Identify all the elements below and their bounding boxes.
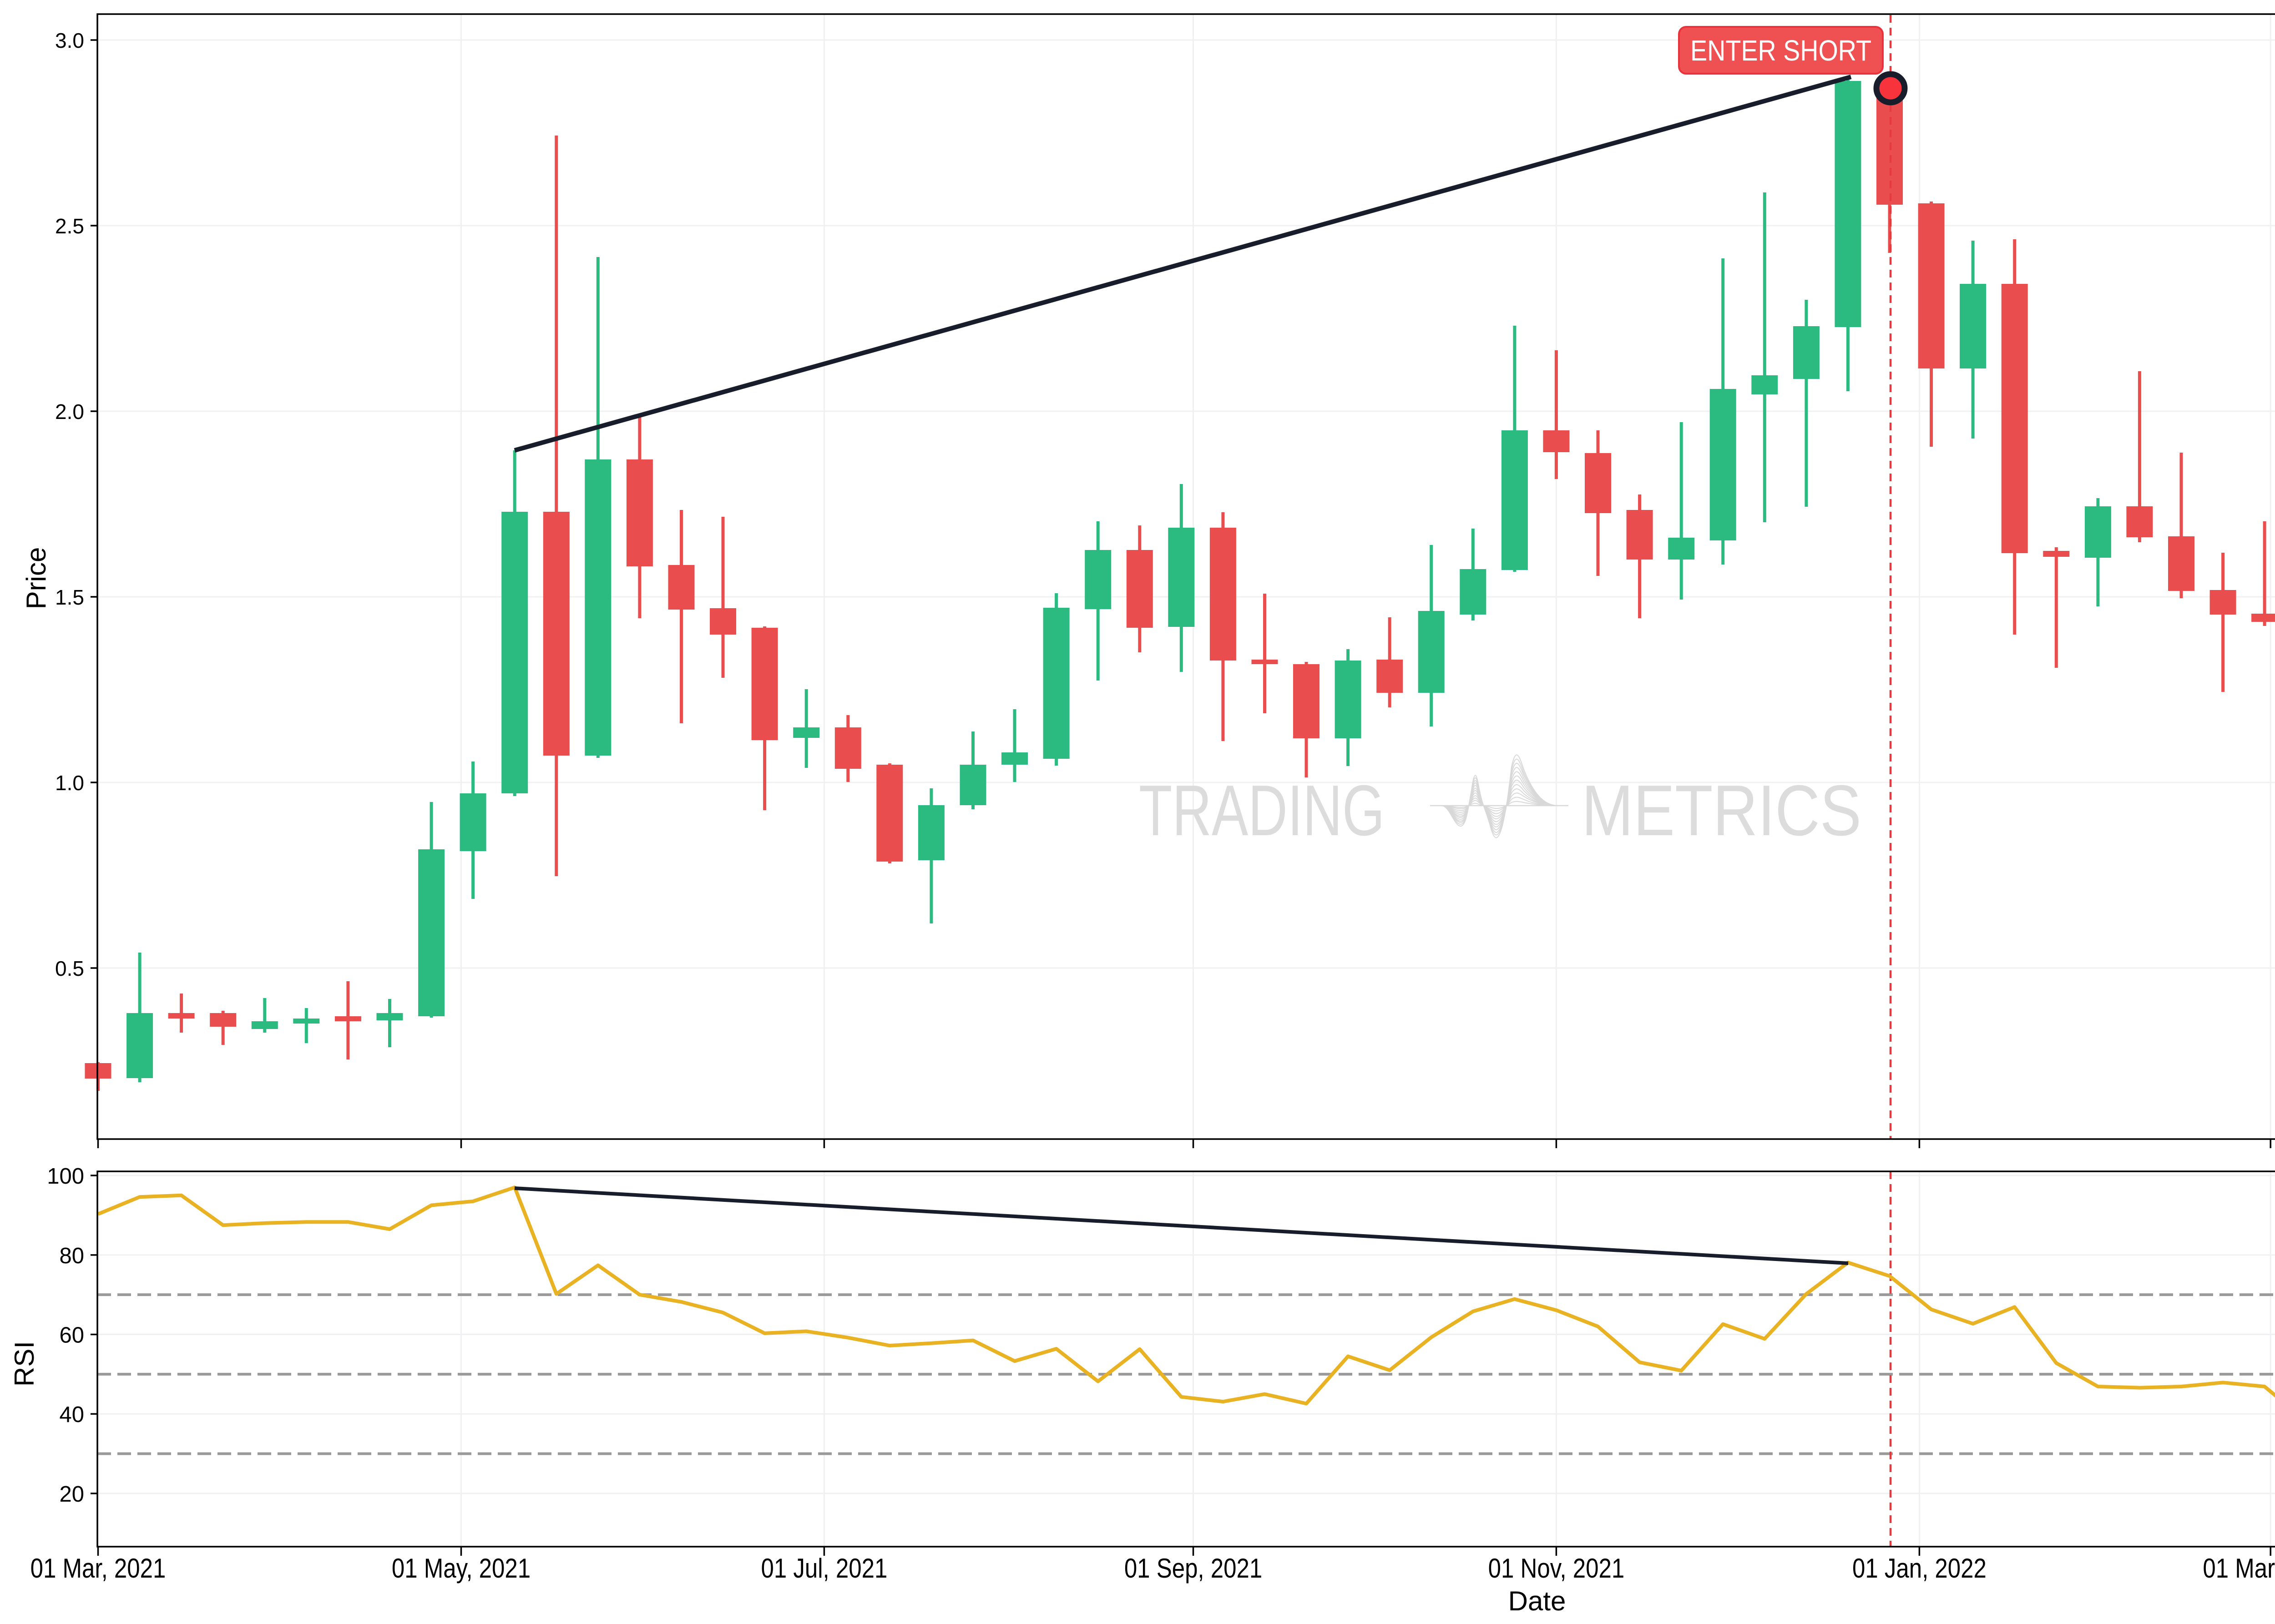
svg-text:ENTER SHORT: ENTER SHORT <box>1690 34 1871 66</box>
svg-text:20: 20 <box>59 1482 84 1507</box>
svg-text:60: 60 <box>59 1323 84 1348</box>
svg-text:0.5: 0.5 <box>55 957 84 980</box>
svg-text:100: 100 <box>47 1164 84 1189</box>
svg-text:2.5: 2.5 <box>55 214 84 238</box>
svg-text:3.0: 3.0 <box>55 29 84 52</box>
svg-text:01 Nov, 2021: 01 Nov, 2021 <box>1488 1553 1625 1584</box>
svg-text:RSI: RSI <box>9 1341 40 1387</box>
svg-text:80: 80 <box>59 1244 84 1268</box>
svg-text:TRADING: TRADING <box>1139 770 1385 851</box>
svg-text:01 Mar, 2022: 01 Mar, 2022 <box>2203 1553 2275 1584</box>
svg-text:Price: Price <box>21 547 51 610</box>
svg-text:01 Sep, 2021: 01 Sep, 2021 <box>1124 1553 1262 1584</box>
svg-text:1.0: 1.0 <box>55 771 84 795</box>
svg-text:1.5: 1.5 <box>55 585 84 609</box>
svg-text:METRICS: METRICS <box>1582 771 1861 851</box>
svg-text:01 Jul, 2021: 01 Jul, 2021 <box>761 1553 887 1584</box>
svg-text:2.0: 2.0 <box>55 400 84 424</box>
svg-text:01 May, 2021: 01 May, 2021 <box>392 1553 531 1584</box>
svg-text:01 Mar, 2021: 01 Mar, 2021 <box>30 1553 166 1584</box>
svg-text:40: 40 <box>59 1402 84 1427</box>
svg-text:Date: Date <box>1508 1586 1566 1616</box>
svg-text:01 Jan, 2022: 01 Jan, 2022 <box>1852 1553 1987 1584</box>
